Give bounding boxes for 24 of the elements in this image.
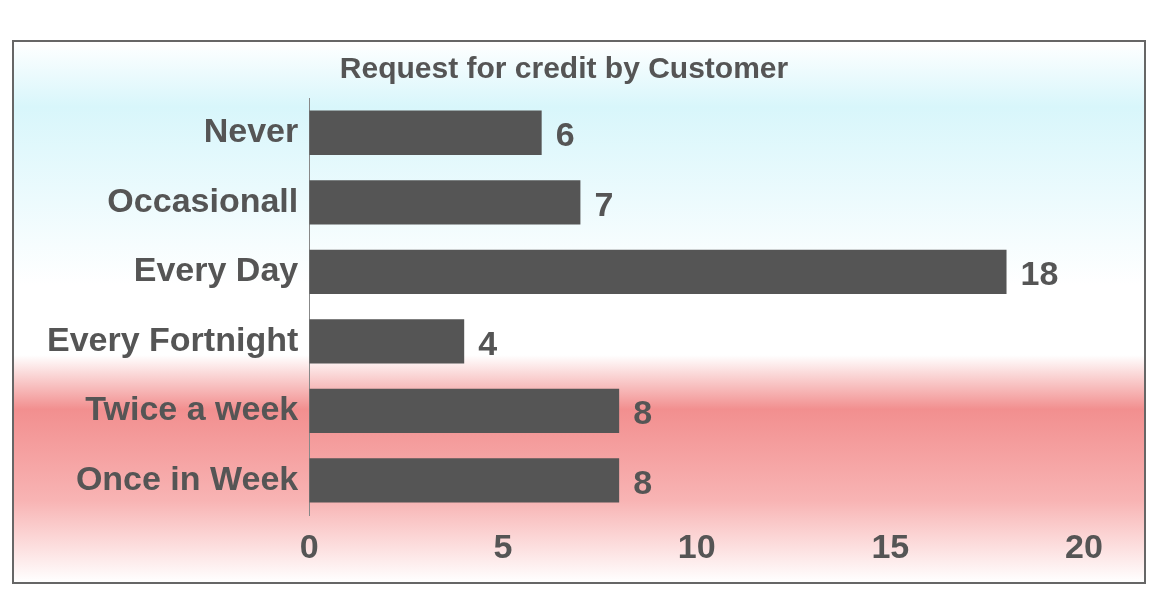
bar (309, 110, 542, 155)
y-tick-label: Every Fortnight (47, 319, 299, 358)
data-label: 18 (1020, 254, 1059, 293)
y-tick-label: Occasionall (107, 180, 299, 219)
data-label: 4 (478, 323, 498, 362)
x-tick-label: 10 (677, 526, 716, 565)
y-tick-label: Once in Week (75, 458, 299, 497)
y-tick-label: Never (203, 111, 299, 150)
x-tick-label: 5 (493, 526, 513, 565)
chart-title: Request for credit by Customer (339, 51, 789, 85)
y-tick-label: Every Day (133, 250, 299, 289)
x-tick-label: 15 (871, 526, 910, 565)
data-label: 6 (555, 115, 575, 154)
bar (309, 319, 465, 364)
bar (309, 249, 1007, 294)
bar (309, 388, 620, 434)
x-tick-label: 0 (299, 526, 319, 565)
data-label: 7 (594, 184, 614, 223)
bar (309, 180, 581, 225)
x-tick-label: 20 (1065, 526, 1103, 565)
data-label: 8 (633, 393, 653, 432)
data-label: 8 (633, 462, 653, 501)
bar (309, 458, 620, 503)
y-tick-label: Twice a week (85, 389, 299, 428)
